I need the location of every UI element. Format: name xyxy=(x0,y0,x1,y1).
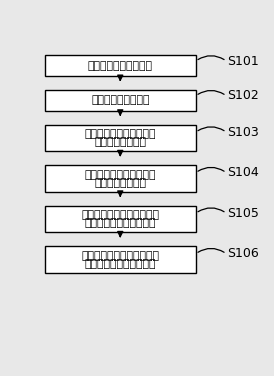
Text: 选择需要校正的激光管: 选择需要校正的激光管 xyxy=(88,61,153,71)
Text: S106: S106 xyxy=(227,247,259,260)
Text: 实际测量到的输出功率值: 实际测量到的输出功率值 xyxy=(84,259,156,268)
Text: S105: S105 xyxy=(227,207,259,220)
Text: 用激光功率计测量激光输: 用激光功率计测量激光输 xyxy=(84,170,156,180)
Text: 通过激光功率调节按键输入: 通过激光功率调节按键输入 xyxy=(81,210,159,220)
Bar xyxy=(45,55,196,76)
Bar xyxy=(45,125,196,152)
Bar xyxy=(45,206,196,232)
Text: S103: S103 xyxy=(227,126,259,139)
Text: 点击激光输出起停控制按: 点击激光输出起停控制按 xyxy=(84,129,156,139)
Text: 出的实际功率大小: 出的实际功率大小 xyxy=(94,177,146,188)
Text: 设置预校正的功率值: 设置预校正的功率值 xyxy=(91,96,150,105)
Text: 实际测量到的输出功率值: 实际测量到的输出功率值 xyxy=(84,218,156,228)
Text: 通过激光功率调节按键输入: 通过激光功率调节按键输入 xyxy=(81,251,159,261)
Bar xyxy=(45,90,196,111)
Bar xyxy=(45,246,196,273)
Text: S104: S104 xyxy=(227,166,259,179)
Text: S102: S102 xyxy=(227,89,259,102)
Bar xyxy=(45,165,196,192)
Text: S101: S101 xyxy=(227,55,259,68)
Text: 键，开始激光输出: 键，开始激光输出 xyxy=(94,137,146,147)
